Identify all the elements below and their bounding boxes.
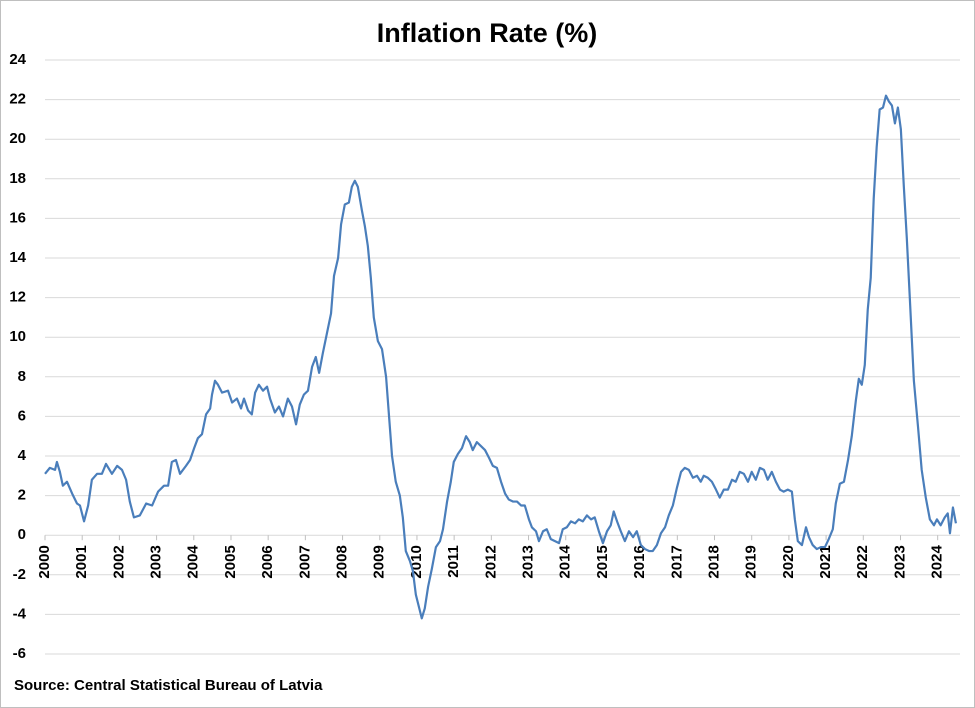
x-tick-label: 2008 — [334, 545, 351, 578]
inflation-line — [44, 94, 957, 620]
y-tick-label: 18 — [9, 170, 26, 187]
y-tick-label: 20 — [9, 130, 26, 147]
x-tick-label: 2020 — [780, 545, 797, 578]
x-tick-label: 2015 — [594, 545, 611, 578]
y-tick-label: 24 — [9, 51, 26, 68]
y-tick-label: 4 — [18, 447, 27, 464]
chart-title: Inflation Rate (%) — [377, 18, 598, 48]
x-tick-label: 2016 — [631, 545, 648, 578]
x-tick-label: 2000 — [36, 545, 53, 578]
y-tick-label: 14 — [9, 249, 26, 266]
x-tick-label: 2014 — [557, 545, 574, 579]
x-tick-label: 2011 — [445, 545, 462, 578]
y-tick-label: 16 — [9, 209, 26, 226]
y-tick-label: 8 — [18, 368, 26, 385]
x-tick-label: 2018 — [705, 545, 722, 578]
x-tick-label: 2022 — [854, 545, 871, 578]
x-tick-label: 2019 — [743, 545, 760, 578]
x-tick-label: 2006 — [259, 545, 276, 578]
x-tick-label: 2007 — [296, 545, 313, 578]
y-tick-label: 6 — [18, 407, 26, 424]
y-tick-label: 2 — [18, 487, 26, 504]
y-tick-label: -4 — [13, 605, 27, 622]
y-tick-label: -2 — [13, 566, 26, 583]
y-tick-label: 22 — [9, 91, 26, 108]
y-tick-label: 10 — [9, 328, 26, 345]
x-tick-label: 2017 — [668, 545, 685, 578]
y-tick-label: 0 — [18, 526, 26, 543]
source-note: Source: Central Statistical Bureau of La… — [14, 677, 323, 694]
x-tick-label: 2023 — [891, 545, 908, 578]
x-tick-label: 2001 — [73, 545, 90, 578]
x-tick-label: 2021 — [817, 545, 834, 578]
y-tick-label: -6 — [13, 645, 26, 662]
x-tick-label: 2013 — [520, 545, 537, 578]
x-tick-label: 2005 — [222, 545, 239, 578]
x-tick-label: 2003 — [148, 545, 165, 578]
y-tick-label: 12 — [9, 289, 26, 306]
x-tick-label: 2009 — [371, 545, 388, 578]
x-tick-label: 2024 — [929, 545, 946, 579]
x-tick-label: 2002 — [110, 545, 127, 578]
x-tick-label: 2012 — [482, 545, 499, 578]
x-tick-label: 2004 — [185, 545, 202, 579]
